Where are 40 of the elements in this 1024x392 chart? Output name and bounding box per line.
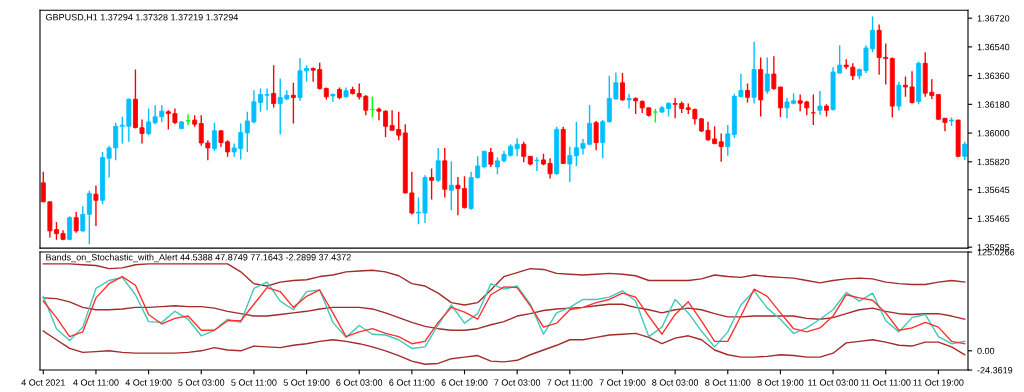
x-tick-label: 6 Oct 03:00 [336, 379, 383, 386]
chart-title: Bands_on_Stochastic_with_Alert 44.5388 47.8749 77.1643 -2.2899 37.4372 [46, 253, 351, 263]
x-tick-label: 7 Oct 03:00 [494, 379, 541, 386]
x-tick-label: 8 Oct 11:00 [705, 379, 751, 386]
line-series [42, 297, 966, 331]
x-tick-label: 7 Oct 11:00 [547, 379, 593, 386]
y-tick-label: -24.3619 [977, 367, 1013, 374]
y-tick-label: 1.35285 [977, 244, 1010, 251]
line-series [42, 330, 966, 365]
y-tick-label: 125.0266 [977, 249, 1015, 256]
candlestick [817, 90, 823, 116]
candlestick [626, 93, 632, 110]
y-tick-label: 1.36180 [977, 101, 1010, 108]
x-tick-label: 11 Oct 19:00 [913, 379, 964, 386]
line-series [42, 263, 966, 306]
y-tick-label: 0.00 [977, 347, 995, 355]
x-tick-label: 5 Oct 11:00 [231, 379, 277, 386]
x-tick-label: 6 Oct 19:00 [441, 379, 488, 386]
y-tick-label: 1.36360 [977, 72, 1010, 79]
candlestick [330, 92, 336, 103]
candlestick [185, 113, 191, 126]
y-tick-label: 1.35820 [977, 158, 1010, 166]
x-tick-label: 11 Oct 03:00 [808, 379, 859, 386]
y-tick-label: 1.36540 [977, 43, 1010, 51]
x-tick-label: 5 Oct 03:00 [178, 379, 225, 386]
x-tick-label: 6 Oct 11:00 [389, 379, 435, 386]
x-tick-label: 4 Oct 19:00 [125, 379, 172, 386]
x-tick-label: 7 Oct 19:00 [599, 379, 646, 386]
y-tick-label: 1.36720 [977, 15, 1010, 22]
y-tick-label: 1.35465 [977, 215, 1010, 222]
x-tick-label: 5 Oct 19:00 [283, 379, 330, 386]
candlestick [429, 167, 435, 201]
chart-title: GBPUSD,H1 1.37294 1.37328 1.37219 1.37294 [46, 14, 239, 22]
x-tick-label: 11 Oct 11:00 [861, 379, 911, 386]
y-tick-label: 1.35645 [977, 186, 1010, 194]
x-tick-label: 4 Oct 2021 [21, 379, 65, 386]
x-tick-label: 4 Oct 11:00 [73, 379, 119, 386]
x-tick-label: 8 Oct 03:00 [652, 379, 699, 386]
y-tick-label: 1.36000 [977, 130, 1010, 137]
x-tick-label: 8 Oct 19:00 [757, 379, 804, 386]
